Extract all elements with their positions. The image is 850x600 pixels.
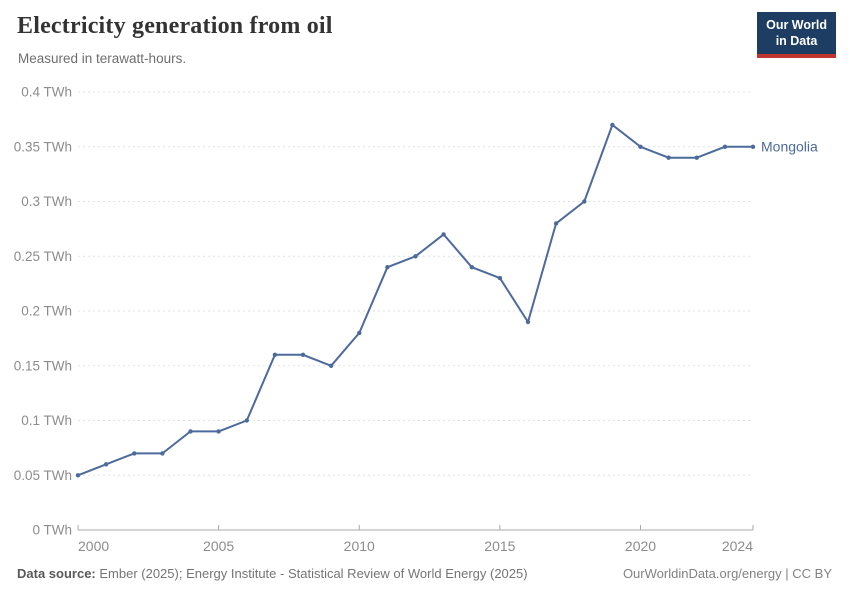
y-tick-label: 0.35 TWh — [14, 139, 72, 154]
x-tick-label: 2024 — [722, 538, 753, 554]
y-tick-label: 0.05 TWh — [14, 468, 72, 483]
footer-license-link[interactable]: OurWorldinData.org/energy | CC BY — [622, 566, 832, 581]
y-tick-label: 0.2 TWh — [21, 304, 72, 319]
y-gridlines — [78, 91, 753, 476]
y-axis-labels: 0 TWh 0.05 TWh 0.1 TWh 0.15 TWh 0.2 TWh 0.25 … — [14, 85, 72, 538]
chart-footer: Data source: Ember (2025); Energy Instit… — [17, 566, 832, 581]
owid-logo[interactable]: Our World in Data — [757, 12, 836, 58]
x-tick-label: 2000 — [78, 538, 109, 554]
y-tick-label: 0.3 TWh — [21, 194, 72, 209]
x-tick-label: 2005 — [203, 538, 234, 554]
y-tick-label: 0.25 TWh — [14, 249, 72, 264]
x-axis: 2000 2005 2010 2015 2020 2024 — [77, 525, 754, 554]
x-tick-label: 2010 — [344, 538, 375, 554]
page-title: Electricity generation from oil — [17, 13, 333, 39]
data-source-text: Ember (2025); Energy Institute - Statist… — [95, 566, 528, 581]
data-source-label: Data source: — [17, 566, 96, 581]
x-tick-label: 2020 — [625, 538, 656, 554]
data-line — [77, 123, 754, 477]
data-source-note: Data source: Ember (2025); Energy Instit… — [17, 566, 528, 581]
x-tick-label: 2015 — [484, 538, 515, 554]
data-points — [75, 122, 756, 478]
owid-logo-line2: in Data — [775, 34, 818, 49]
owid-logo-line1: Our World — [766, 18, 827, 32]
y-tick-label: 0.4 TWh — [21, 85, 72, 100]
chart-subtitle: Measured in terawatt-hours. — [18, 51, 187, 66]
series-end-label: Mongolia — [761, 138, 818, 154]
y-tick-label: 0.15 TWh — [14, 358, 72, 373]
y-tick-label: 0.1 TWh — [21, 413, 72, 428]
y-tick-label: 0 TWh — [32, 523, 72, 538]
